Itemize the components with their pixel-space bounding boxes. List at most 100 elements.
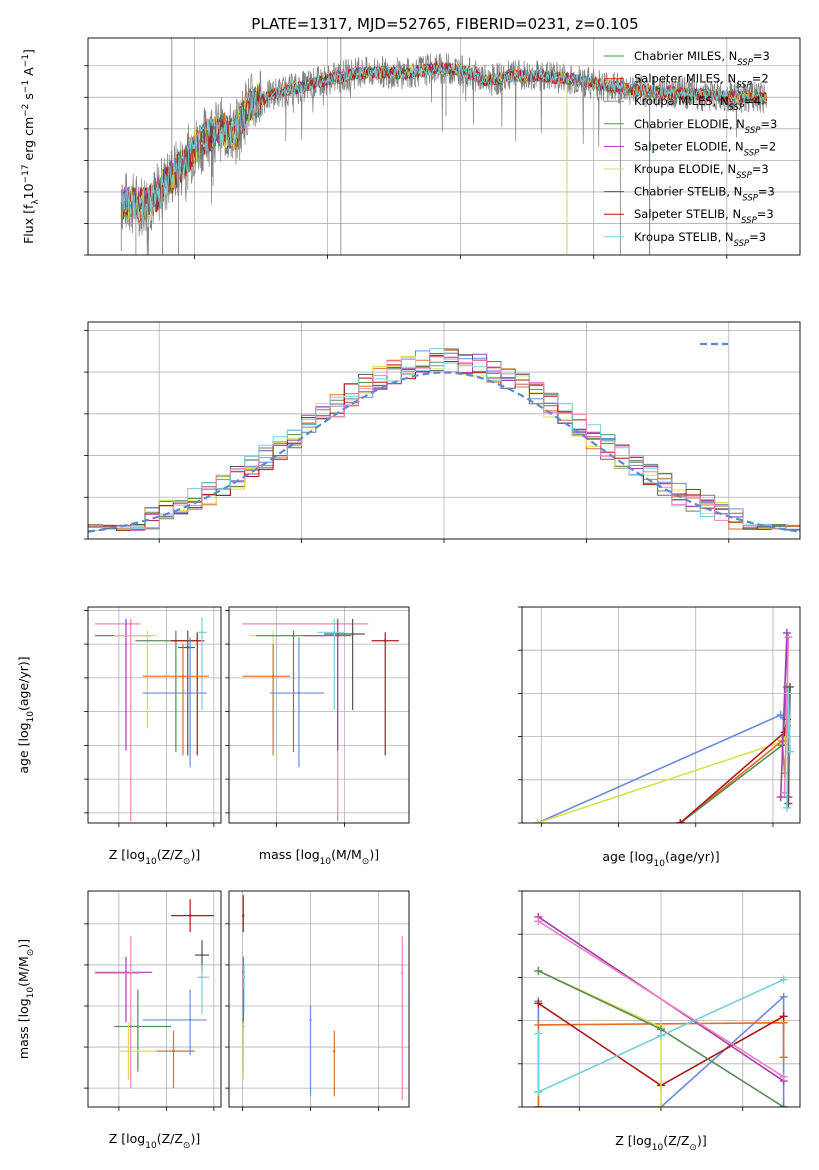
weight-marker [534, 917, 543, 926]
axes-residual_hist [84, 321, 801, 543]
legend-label: Kroupa STELIB, NSSP=3 [634, 230, 766, 249]
x-axis-label-part: age [log [602, 849, 653, 864]
weight-marker [534, 1087, 543, 1096]
x-axis-label: mass [log10(M/M⊙)] [259, 847, 379, 867]
legend-label: Chabrier STELIB, NSSP=3 [634, 185, 775, 204]
legend-sub: SSP [736, 171, 752, 181]
data-point [242, 976, 246, 979]
weight-line-extra_pink [783, 637, 790, 793]
y-axis-label-part: Flux [f [21, 204, 36, 244]
data-point [292, 634, 295, 637]
x-axis-label-part: ⊙ [183, 1141, 191, 1151]
weight-marker [785, 682, 794, 691]
data-point [181, 674, 185, 678]
x-axis-label-part: ⊙ [362, 857, 370, 867]
x-axis-label-part: (Z/Z [663, 1133, 689, 1148]
legend-sub: SSP [745, 126, 761, 136]
weight-marker [779, 1072, 788, 1081]
weight-marker [534, 999, 543, 1008]
x-axis-label-part: )] [369, 847, 379, 862]
data-point [242, 1049, 245, 1053]
x-axis-label-part: mass [log [259, 847, 320, 862]
legend-label: Salpeter STELIB, NSSP=3 [634, 207, 774, 226]
legend-text: Kroupa STELIB, N [634, 230, 734, 244]
legend-label: Kroupa MILES, NSSP=4 [634, 94, 761, 113]
y-axis-label: age [log10(age/yr)] [16, 656, 36, 773]
legend-label: Salpeter MILES, NSSP=2 [634, 72, 769, 91]
weight-marker [534, 1103, 543, 1107]
hist-step-extra_pink [88, 356, 800, 531]
legend-text: Salpeter MILES, N [634, 72, 736, 86]
data-point [172, 1049, 175, 1053]
weight-marker [776, 793, 785, 802]
x-axis-label-part: )] [697, 1133, 707, 1148]
legend-suffix: =4 [744, 94, 761, 108]
data-point [196, 639, 199, 642]
legend-suffix: =3 [760, 117, 777, 131]
axes-frame [87, 321, 801, 540]
weight-marker [779, 1103, 788, 1107]
y-axis-label-part: mass [log [16, 998, 31, 1059]
weight-marker [657, 1103, 665, 1107]
x-axis-label-part: Z [log [109, 847, 145, 862]
y-axis-label-part: A [21, 67, 36, 80]
x-axis-label-part: Z [log [109, 1131, 145, 1146]
weight-line-extra_blue [537, 713, 788, 823]
legend-suffix: =3 [757, 207, 774, 221]
y-axis-label-part: )] [16, 939, 31, 949]
axes-weight_vs_Z: Z [log10(Z/Z⊙)] [518, 890, 801, 1153]
weight-marker [782, 803, 791, 812]
legend-sub: SSP [744, 148, 760, 158]
figure-title: PLATE=1317, MJD=52765, FIBERID=0231, z=0… [251, 15, 638, 33]
y-axis-label-part: ⊙ [26, 949, 36, 957]
axes-frame [87, 606, 222, 824]
legend-sub: SSP [729, 103, 745, 113]
y-axis-label-part: age [log [16, 722, 31, 773]
x-axis-label-part: 10 [652, 1143, 664, 1153]
data-point [242, 914, 245, 917]
x-axis-label: Z [log10(Z/Z⊙)] [109, 1131, 200, 1151]
x-axis-label-part: )] [190, 1131, 200, 1146]
legend-suffix: =3 [758, 185, 775, 199]
y-axis-label-part: erg cm [21, 117, 36, 165]
weight-marker [534, 966, 543, 975]
y-axis-label-part: (M/M [16, 956, 31, 987]
y-axis-label-part: −17 [21, 164, 31, 183]
x-axis-label-part: 10 [320, 857, 332, 867]
spectrum-model-kroupa_stelib [120, 63, 767, 221]
legend-sub: SSP [737, 58, 753, 68]
legend-sub: SSP [736, 81, 752, 91]
y-axis-label-part: −2 [21, 104, 31, 117]
x-axis-label-part: 10 [145, 1141, 157, 1151]
data-point [384, 639, 387, 642]
axes-frame [228, 606, 410, 824]
data-point [127, 1049, 130, 1053]
axes-frame [521, 606, 801, 824]
plot-area-residual_hist [88, 322, 800, 539]
legend-label: Chabrier MILES, NSSP=3 [634, 49, 770, 68]
weight-marker [779, 992, 788, 1001]
data-point [271, 674, 275, 678]
axes-age_vs_mass: mass [log10(M/M⊙)] [225, 606, 410, 867]
data-point [333, 631, 336, 634]
legend-sub: SSP [734, 239, 750, 249]
data-point [351, 632, 354, 636]
weight-line-extra_pink [537, 920, 785, 1078]
axes-frame [87, 37, 801, 256]
x-axis-label-part: (M/M [331, 847, 362, 862]
axes-mass_vs_Z: Z [log10(Z/Z⊙)]mass [log10(M/M⊙)] [16, 890, 222, 1151]
legend-text: Kroupa MILES, N [634, 94, 729, 108]
plot-area-age_vs_mass [229, 607, 409, 823]
legend-suffix: =2 [759, 139, 776, 153]
weight-marker [784, 799, 793, 808]
data-point [188, 914, 192, 917]
data-point [200, 976, 204, 979]
x-axis-label-part: (Z/Z [157, 847, 183, 862]
axes-spectrum: Flux [fλ10−17 erg cm−2 s−1 A−1] Chabrier … [21, 37, 801, 259]
legend-label: Chabrier ELODIE, NSSP=3 [634, 117, 777, 136]
weight-line-kroupa_elodie [538, 970, 662, 1107]
legend-suffix: =2 [752, 72, 769, 86]
legend-text: Kroupa ELODIE, N [634, 162, 736, 176]
